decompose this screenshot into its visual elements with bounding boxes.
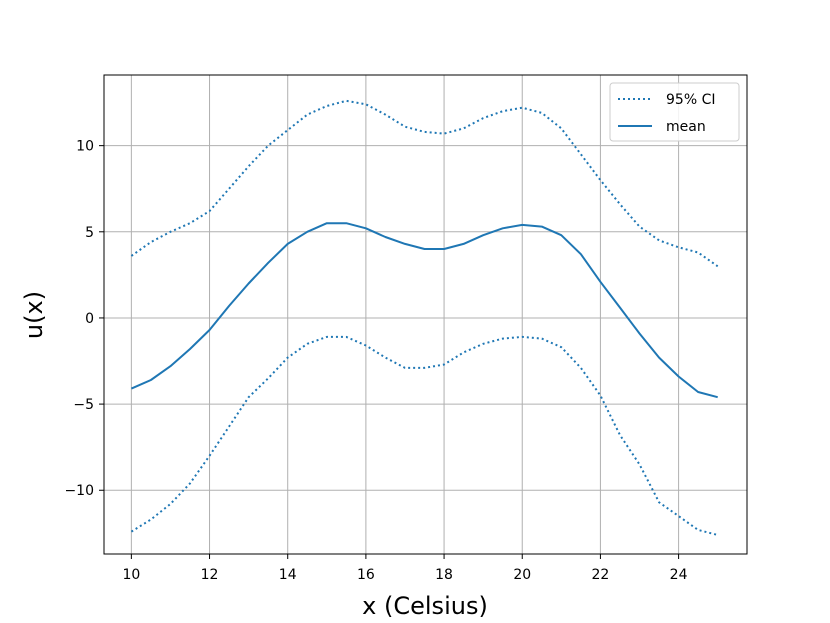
y-tick-label: 5	[85, 225, 94, 241]
x-axis-label: x (Celsius)	[362, 592, 488, 620]
y-axis-label: u(x)	[20, 291, 48, 339]
y-tick-label: −10	[64, 483, 94, 499]
x-tick-label: 20	[513, 567, 531, 583]
x-tick-label: 14	[279, 567, 297, 583]
x-tick-label: 10	[122, 567, 140, 583]
plot-frame	[103, 74, 748, 555]
x-tick-label: 12	[201, 567, 219, 583]
x-tick-label: 24	[670, 567, 688, 583]
plot-lines	[130, 99, 719, 536]
x-tick-label: 16	[357, 567, 375, 583]
axis-ticks: 10 12 14 16 18 20 22 24 −10 −5 0 5 10	[64, 139, 687, 583]
ci-lower-line	[130, 335, 718, 536]
y-tick-label: 0	[85, 311, 94, 327]
y-tick-label: 10	[76, 139, 94, 155]
legend-label-mean: mean	[666, 119, 706, 135]
y-tick-label: −5	[73, 397, 94, 413]
ci-upper-line	[130, 99, 719, 268]
grid	[104, 75, 747, 554]
legend: 95% CI mean	[609, 82, 740, 142]
x-tick-label: 18	[435, 567, 453, 583]
legend-label-ci: 95% CI	[666, 92, 715, 108]
mean-line	[130, 222, 718, 399]
x-tick-label: 22	[592, 567, 610, 583]
